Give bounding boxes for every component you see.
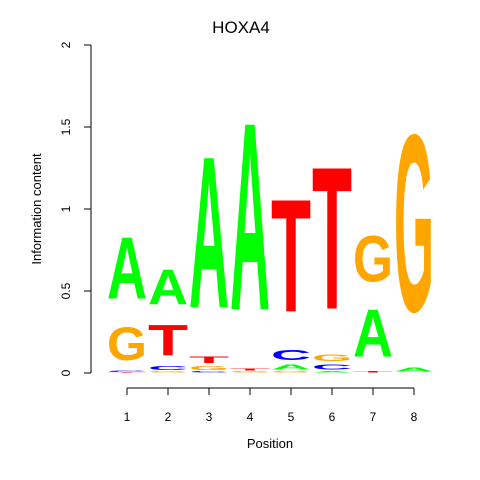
y-tick-label: 1.5 [59,118,73,135]
logo-letter-g: G [148,371,188,373]
logo-letter-g: G [189,365,229,372]
x-axis-label: Position [247,436,293,451]
logo-letter-t: T [107,372,147,373]
y-tick-label: 1 [59,205,73,212]
logo-letter-t: T [312,125,352,353]
logo-letter-a: A [107,220,147,318]
x-tick-label: 7 [370,410,377,424]
x-tick-label: 4 [247,410,254,424]
logo-letter-c: C [189,371,229,373]
logo-column-7: TAG [353,222,393,373]
x-tick-label: 6 [329,410,336,424]
y-tick-label: 0 [59,369,73,376]
x-axis: 1 2 3 4 5 6 7 8 [124,387,418,424]
logo-letter-a: A [271,363,311,371]
logo-letter-a: A [353,296,393,371]
logo-letter-g: G [312,353,352,363]
logo-letter-a: A [394,367,434,374]
logo-letter-t: T [230,368,270,371]
logo-letter-c: C [107,371,147,373]
y-axis-label: Information content [29,153,44,265]
logo-letter-g: G [230,371,270,373]
logo-letter-g: G [271,371,311,373]
logo-letter-g: G [394,82,434,365]
logo-letter-g: G [353,222,393,296]
logo-letter-c: C [312,363,352,371]
logo-column-8: AG [394,82,434,373]
logo-letter-c: C [271,347,311,364]
logo-column-4: GTA [230,68,270,373]
y-axis: 0 0.5 1 1.5 2 [59,41,92,376]
logo-letter-t: T [271,167,311,346]
y-tick-label: 2 [59,41,73,48]
logo-letter-t: T [353,371,393,373]
x-tick-label: 2 [165,410,172,424]
logo-letter-a: A [312,371,352,373]
x-tick-label: 8 [411,410,418,424]
x-tick-label: 3 [206,410,213,424]
logo-letter-t: T [148,316,188,365]
chart-title: HOXA4 [212,18,270,37]
logo-letter-c: C [148,365,188,372]
logo-letter-a: A [189,111,229,354]
logo-letter-a: A [148,260,188,316]
x-tick-label: 5 [288,410,295,424]
logo-letter-t: T [189,355,230,365]
x-tick-label: 1 [124,410,131,424]
logo-letter-g: G [107,318,147,370]
y-tick-label: 0.5 [59,282,73,299]
logo-letter-a: A [230,68,270,367]
